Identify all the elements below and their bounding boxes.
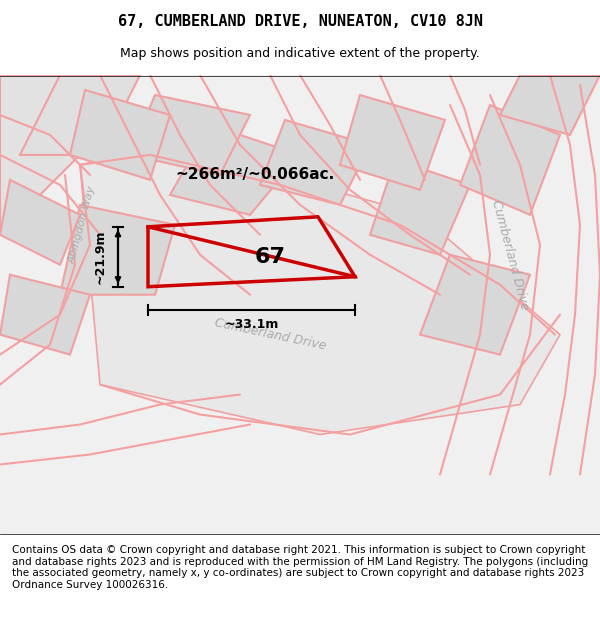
Polygon shape [0,75,120,235]
Polygon shape [0,275,90,354]
Text: 67: 67 [254,247,286,267]
Text: 67, CUMBERLAND DRIVE, NUNEATON, CV10 8JN: 67, CUMBERLAND DRIVE, NUNEATON, CV10 8JN [118,14,482,29]
Polygon shape [0,180,80,265]
Polygon shape [0,75,600,534]
Text: ~266m²/~0.066ac.: ~266m²/~0.066ac. [175,168,334,182]
Polygon shape [70,90,170,180]
Polygon shape [370,160,470,255]
Polygon shape [420,255,530,354]
Polygon shape [20,75,140,155]
Text: Map shows position and indicative extent of the property.: Map shows position and indicative extent… [120,48,480,61]
Text: ~21.9m: ~21.9m [94,229,107,284]
Text: Contains OS data © Crown copyright and database right 2021. This information is : Contains OS data © Crown copyright and d… [12,545,588,590]
Polygon shape [60,205,175,295]
Polygon shape [340,95,445,190]
Polygon shape [260,120,370,205]
Text: Abingdon Way: Abingdon Way [67,185,97,265]
Polygon shape [130,95,250,175]
Polygon shape [500,75,600,135]
Text: ~33.1m: ~33.1m [224,318,278,331]
Polygon shape [80,145,560,434]
Text: Cumberland Drive: Cumberland Drive [489,198,531,311]
Polygon shape [170,125,300,215]
Text: Cumberland Drive: Cumberland Drive [213,316,327,353]
Polygon shape [460,105,560,215]
